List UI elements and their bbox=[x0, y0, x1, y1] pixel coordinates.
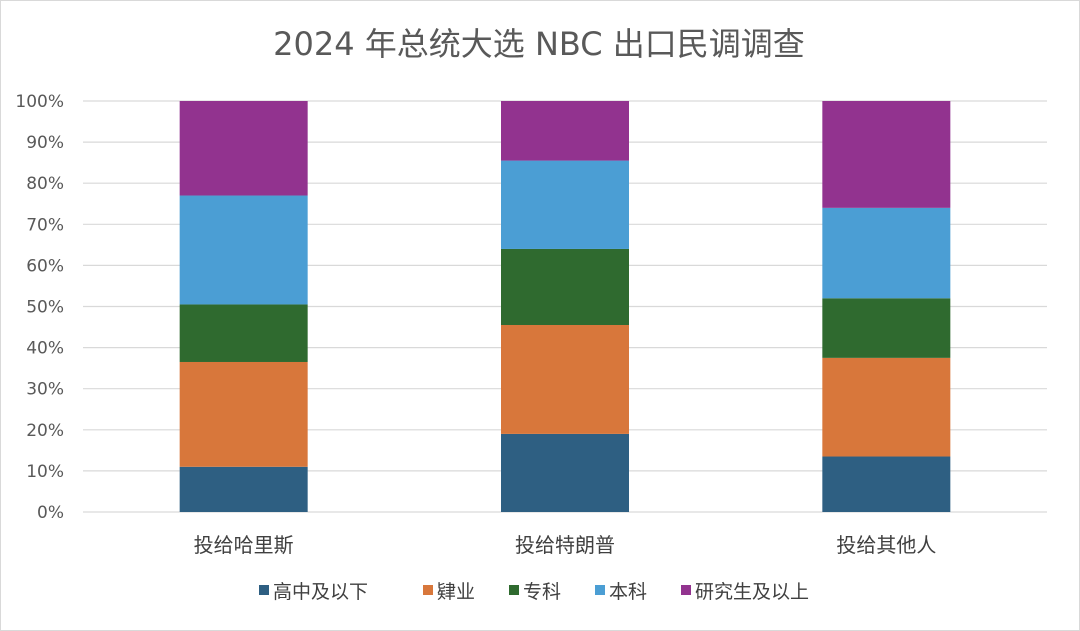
x-tick-label: 投给其他人 bbox=[836, 533, 936, 557]
x-axis-ticks: 投给哈里斯 投给特朗普 投给其他人 bbox=[194, 533, 937, 557]
bar-segment bbox=[179, 466, 308, 512]
x-tick-label: 投给特朗普 bbox=[515, 533, 615, 557]
y-tick-label: 50% bbox=[26, 298, 64, 318]
bar-segment bbox=[179, 195, 308, 305]
bar-segment bbox=[822, 357, 951, 457]
chart-title: 2024 年总统大选 NBC 出口民调调查 bbox=[273, 25, 805, 63]
legend-label: 高中及以下 bbox=[273, 581, 368, 603]
y-tick-label: 60% bbox=[26, 256, 64, 276]
bar-segment bbox=[501, 101, 629, 161]
bar-segment bbox=[501, 433, 629, 512]
legend-swatch bbox=[509, 585, 519, 595]
y-tick-label: 100% bbox=[15, 92, 64, 112]
bar-segment bbox=[179, 304, 308, 362]
y-tick-label: 30% bbox=[26, 380, 64, 400]
legend-label: 本科 bbox=[609, 581, 647, 603]
bar-segment bbox=[822, 101, 951, 208]
bar-segment bbox=[501, 324, 629, 434]
y-tick-label: 80% bbox=[26, 174, 64, 194]
y-tick-label: 10% bbox=[26, 462, 64, 482]
legend-label: 肄业 bbox=[437, 581, 475, 603]
y-tick-label: 70% bbox=[26, 215, 64, 235]
legend-swatch bbox=[595, 585, 605, 595]
bar-segment bbox=[822, 456, 951, 512]
bar-segment bbox=[501, 160, 629, 249]
legend-swatch bbox=[423, 585, 433, 595]
bar-segment bbox=[179, 101, 308, 196]
legend-swatch bbox=[259, 585, 269, 595]
legend-label: 研究生及以上 bbox=[695, 581, 809, 603]
y-tick-label: 40% bbox=[26, 339, 64, 359]
y-tick-label: 20% bbox=[26, 421, 64, 441]
y-tick-label: 0% bbox=[37, 503, 64, 523]
y-tick-label: 90% bbox=[26, 133, 64, 153]
legend: 高中及以下 肄业 专科 本科 研究生及以上 bbox=[259, 581, 809, 603]
legend-swatch bbox=[681, 585, 691, 595]
bar-segment bbox=[822, 298, 951, 358]
x-tick-label: 投给哈里斯 bbox=[194, 533, 294, 557]
bar-segment bbox=[822, 207, 951, 299]
bar-segment bbox=[501, 248, 629, 325]
bar-segment bbox=[179, 361, 308, 467]
bars bbox=[179, 101, 951, 512]
y-axis-ticks: 0% 10% 20% 30% 40% 50% 60% 70% 80% 90% 100% bbox=[15, 92, 64, 523]
legend-label: 专科 bbox=[523, 581, 561, 603]
